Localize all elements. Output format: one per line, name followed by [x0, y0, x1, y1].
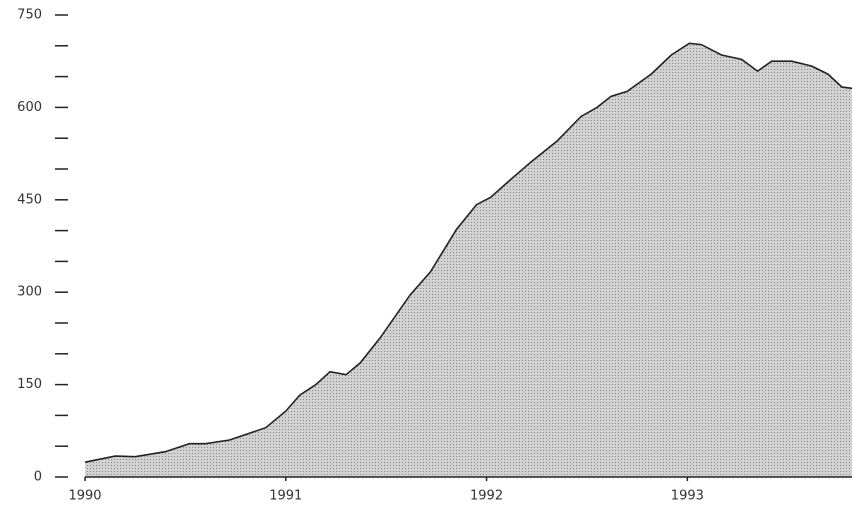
y-tick-label: 300 — [17, 285, 42, 300]
x-tick-label: 1990 — [68, 489, 101, 504]
area — [85, 43, 852, 478]
y-tick-label: 600 — [17, 100, 42, 115]
y-tick-label: 0 — [34, 470, 42, 485]
y-tick-label: 150 — [17, 377, 42, 392]
area-line — [84, 42, 852, 463]
x-tick-label: 1991 — [269, 489, 302, 504]
y-tick-label: 450 — [17, 192, 42, 207]
x-tick-label: 1993 — [671, 489, 704, 504]
x-tick-label: 1992 — [470, 489, 503, 504]
y-tick-label: 750 — [17, 8, 42, 23]
